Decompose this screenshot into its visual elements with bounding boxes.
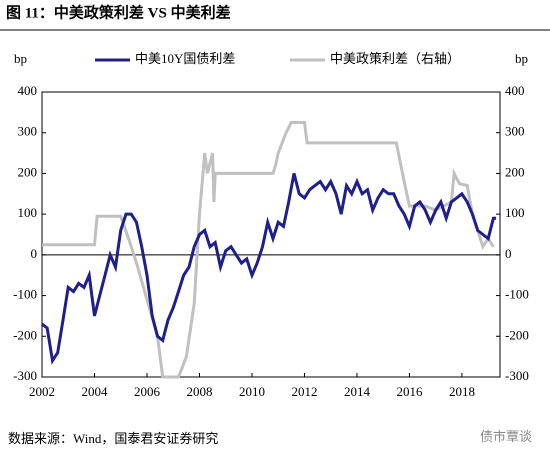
series-line: [41, 173, 497, 365]
x-tick-label: 2016: [396, 384, 423, 399]
y2-tick-label: -200: [505, 327, 529, 342]
y-tick-label: -200: [13, 327, 37, 342]
y2-tick-label: 100: [505, 205, 525, 220]
y2-tick-label: 400: [505, 83, 525, 98]
x-tick-label: 2002: [29, 384, 55, 399]
y2-tick-label: -300: [505, 368, 529, 383]
x-tick-label: 2006: [134, 384, 161, 399]
y-tick-label: 200: [18, 164, 38, 179]
y-tick-label: 0: [31, 246, 38, 261]
x-tick-label: 2004: [81, 384, 108, 399]
y-tick-label: -300: [13, 368, 37, 383]
y2-axis-label: bp: [515, 51, 528, 66]
legend-label: 中美政策利差（右轴）: [330, 51, 460, 66]
y2-tick-label: 300: [505, 124, 525, 139]
y-tick-label: 300: [18, 124, 38, 139]
source: 数据来源：Wind，国泰君安证券研究: [8, 431, 218, 446]
y-tick-label: -100: [13, 287, 37, 302]
x-tick-label: 2008: [186, 384, 212, 399]
y2-tick-label: 200: [505, 164, 525, 179]
y-tick-label: 400: [18, 83, 38, 98]
series-line: [42, 121, 495, 379]
x-tick-label: 2018: [449, 384, 475, 399]
plot-frame: [41, 91, 501, 378]
y-axis-label: bp: [14, 51, 27, 66]
x-tick-label: 2012: [291, 384, 317, 399]
x-tick-label: 2014: [344, 384, 371, 399]
legend-label: 中美10Y国债利差: [135, 51, 235, 66]
x-tick-label: 2010: [239, 384, 265, 399]
y2-tick-label: 0: [505, 246, 512, 261]
watermark: 债市覃谈: [480, 429, 532, 444]
y2-tick-label: -100: [505, 287, 529, 302]
chart-title: 图 11：中美政策利差 VS 中美利差: [6, 3, 231, 21]
y-tick-label: 100: [18, 205, 38, 220]
